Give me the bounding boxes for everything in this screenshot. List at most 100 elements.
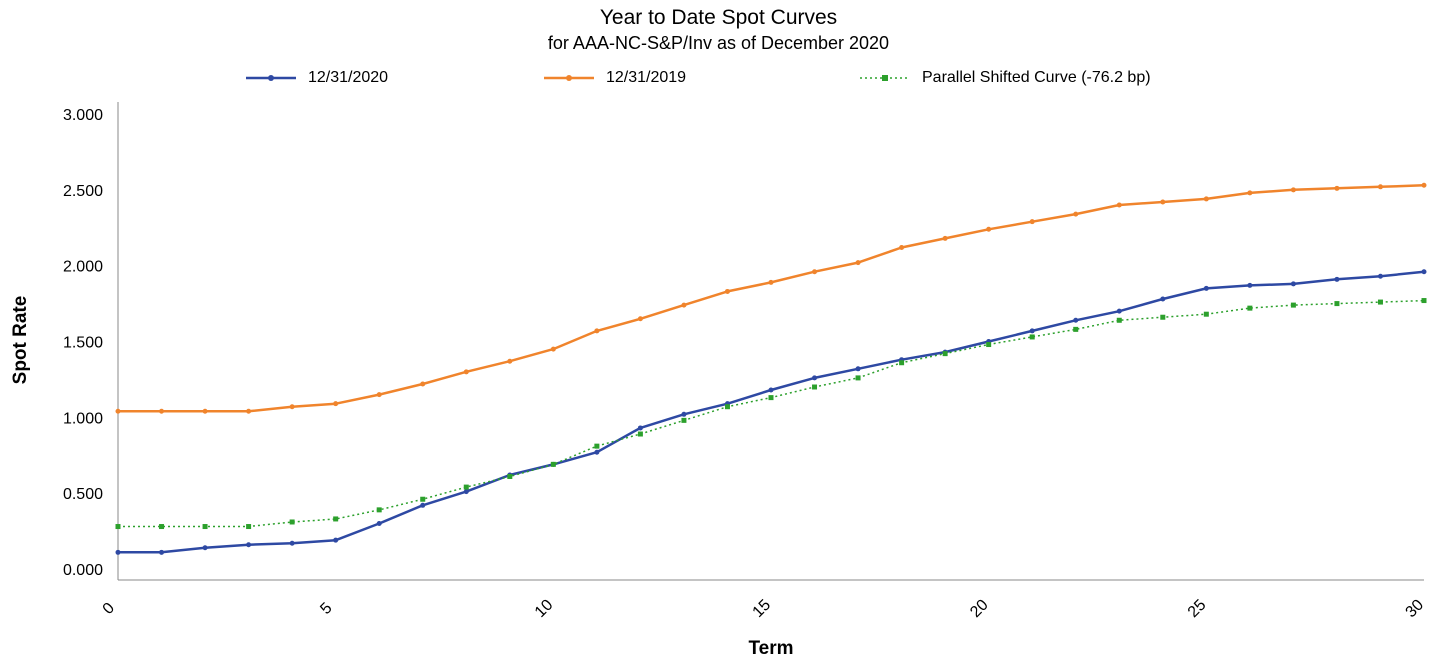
series-2-point bbox=[1334, 301, 1340, 307]
series-2-point bbox=[420, 496, 426, 502]
series-2-point bbox=[637, 431, 643, 437]
legend-item-parallel[interactable]: Parallel Shifted Curve (-76.2 bp) bbox=[860, 68, 1151, 88]
series-2-point bbox=[507, 473, 513, 479]
series-1-point bbox=[768, 279, 774, 285]
series-0-point bbox=[1029, 328, 1035, 334]
series-2-point bbox=[1421, 298, 1427, 304]
series-2-point bbox=[376, 507, 382, 513]
y-tick-label: 2.000 bbox=[63, 259, 103, 276]
x-tick-label: 25 bbox=[1185, 596, 1210, 621]
series-2-point bbox=[115, 524, 121, 530]
series-2-point bbox=[159, 524, 165, 530]
x-axis-title: Term bbox=[748, 638, 793, 658]
series-2-point bbox=[463, 484, 469, 490]
x-tick-label: 5 bbox=[317, 600, 335, 618]
legend-swatch-2019 bbox=[544, 75, 594, 81]
series-0-point bbox=[159, 549, 165, 555]
series-1-point bbox=[463, 369, 469, 375]
x-tick-label: 0 bbox=[100, 600, 118, 618]
legend-item-2019[interactable]: 12/31/2019 bbox=[544, 68, 686, 88]
series-0-point bbox=[1421, 269, 1427, 275]
series-0-point bbox=[1290, 281, 1296, 287]
series-0-point bbox=[246, 542, 252, 548]
series-0-point bbox=[1073, 317, 1079, 323]
series-1-point bbox=[507, 358, 513, 364]
series-1-point bbox=[1334, 185, 1340, 191]
series-2-point bbox=[550, 461, 556, 467]
series-1-point bbox=[246, 408, 252, 414]
legend-label-2019: 12/31/2019 bbox=[606, 69, 687, 86]
series-2-point bbox=[768, 395, 774, 401]
y-tick-label: 1.000 bbox=[63, 410, 103, 427]
series-2-point bbox=[1377, 299, 1383, 305]
series-0-point bbox=[855, 366, 861, 372]
series-0-point bbox=[637, 425, 643, 431]
series-2-point bbox=[812, 384, 818, 390]
series-2-point bbox=[333, 516, 339, 522]
series-0-point bbox=[289, 540, 295, 546]
series-1-point bbox=[333, 401, 339, 407]
y-tick-label: 0.000 bbox=[63, 562, 103, 579]
series-2-point bbox=[1116, 317, 1122, 323]
series-0-point bbox=[812, 375, 818, 381]
legend-label-2020: 12/31/2020 bbox=[308, 69, 389, 86]
y-tick-label: 0.500 bbox=[63, 486, 103, 503]
series-1-point bbox=[942, 235, 948, 241]
x-tick-label: 15 bbox=[750, 596, 775, 621]
series-1-point bbox=[1247, 190, 1253, 196]
series-1-point bbox=[115, 408, 121, 414]
series-2-point bbox=[202, 524, 208, 530]
series-1-point bbox=[855, 260, 861, 266]
series-1-point bbox=[159, 408, 165, 414]
series-1-point bbox=[1029, 219, 1035, 225]
series-1-point bbox=[899, 244, 905, 250]
chart-subtitle: for AAA-NC-S&P/Inv as of December 2020 bbox=[547, 33, 890, 53]
series-2-point bbox=[1160, 314, 1166, 320]
series-1-point bbox=[550, 346, 556, 352]
chart-legend: 12/31/2020 12/31/2019 Parallel Shifted C… bbox=[0, 68, 1437, 94]
series-1-point bbox=[637, 316, 643, 322]
legend-swatch-parallel bbox=[860, 75, 910, 81]
series-2-point bbox=[1247, 305, 1253, 311]
series-2-point bbox=[246, 524, 252, 530]
series-0-point bbox=[376, 521, 382, 526]
x-tick-label: 30 bbox=[1403, 596, 1428, 621]
series-0-point bbox=[463, 489, 469, 495]
series-line-1 bbox=[118, 184, 1425, 413]
legend-label-parallel: Parallel Shifted Curve (-76.2 bp) bbox=[922, 69, 1151, 86]
series-1-point bbox=[1160, 199, 1166, 205]
legend-item-2020[interactable]: 12/31/2020 bbox=[246, 68, 388, 88]
series-2-point bbox=[724, 404, 730, 410]
x-tick-label: 20 bbox=[967, 596, 992, 621]
series-2-point bbox=[681, 417, 687, 423]
series-2-point bbox=[986, 342, 992, 348]
series-1-point bbox=[1203, 196, 1209, 202]
series-1-point bbox=[289, 404, 295, 410]
chart-series bbox=[115, 182, 1427, 555]
series-1-point bbox=[1116, 202, 1122, 208]
series-0-point bbox=[1334, 276, 1340, 282]
series-1-point bbox=[986, 226, 992, 232]
legend-swatch-2020 bbox=[246, 75, 296, 81]
series-2-point bbox=[1203, 311, 1209, 317]
series-2-point bbox=[1029, 334, 1035, 340]
series-2-point bbox=[594, 443, 600, 449]
y-tick-label: 3.000 bbox=[63, 107, 103, 124]
series-2-point bbox=[855, 375, 861, 381]
series-1-point bbox=[202, 408, 208, 414]
series-1-point bbox=[1073, 211, 1079, 217]
series-0-point bbox=[681, 411, 687, 417]
series-1-point bbox=[420, 381, 426, 387]
series-0-point bbox=[1203, 285, 1209, 291]
series-1-point bbox=[724, 288, 730, 294]
series-0-point bbox=[420, 502, 426, 508]
series-0-point bbox=[1116, 308, 1122, 314]
series-2-point bbox=[942, 351, 948, 357]
series-line-0 bbox=[118, 270, 1425, 554]
series-2-point bbox=[289, 519, 295, 525]
series-0-point bbox=[768, 387, 774, 393]
series-0-point bbox=[333, 537, 339, 543]
series-1-point bbox=[1377, 184, 1383, 190]
series-1-point bbox=[376, 392, 382, 398]
